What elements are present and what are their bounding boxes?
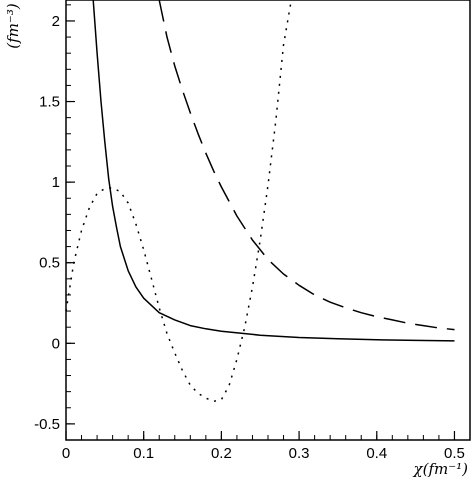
plot-frame bbox=[65, 0, 471, 441]
series-line-dotted bbox=[65, 0, 293, 403]
x-tick-label: 0.2 bbox=[211, 445, 232, 462]
x-tick-label: 0.4 bbox=[366, 445, 387, 462]
x-axis-ticks: 0 0.1 0.2 0.3 0.4 0.5 bbox=[62, 431, 465, 462]
series-line-solid bbox=[92, 0, 455, 342]
x-tick-label: 0.3 bbox=[289, 445, 310, 462]
y-tick-label: 2 bbox=[52, 13, 60, 30]
y-tick-label: 1 bbox=[52, 174, 60, 191]
x-tick-label: 0 bbox=[62, 445, 70, 462]
y-tick-label: -0.5 bbox=[34, 416, 60, 433]
y-axis-ticks: -0.5 0 0.5 1 1.5 2 bbox=[34, 4, 75, 441]
series-layer bbox=[65, 0, 455, 403]
y-tick-label: 1.5 bbox=[39, 94, 60, 111]
x-tick-label: 0.5 bbox=[444, 445, 465, 462]
x-axis-title: χ(fm⁻¹) bbox=[413, 460, 469, 478]
y-tick-label: 0 bbox=[52, 335, 60, 352]
y-tick-label: 0.5 bbox=[39, 255, 60, 272]
series-line-dashed bbox=[158, 0, 455, 331]
x-tick-label: 0.1 bbox=[133, 445, 154, 462]
y-axis-title: (fm⁻³) bbox=[4, 3, 22, 49]
